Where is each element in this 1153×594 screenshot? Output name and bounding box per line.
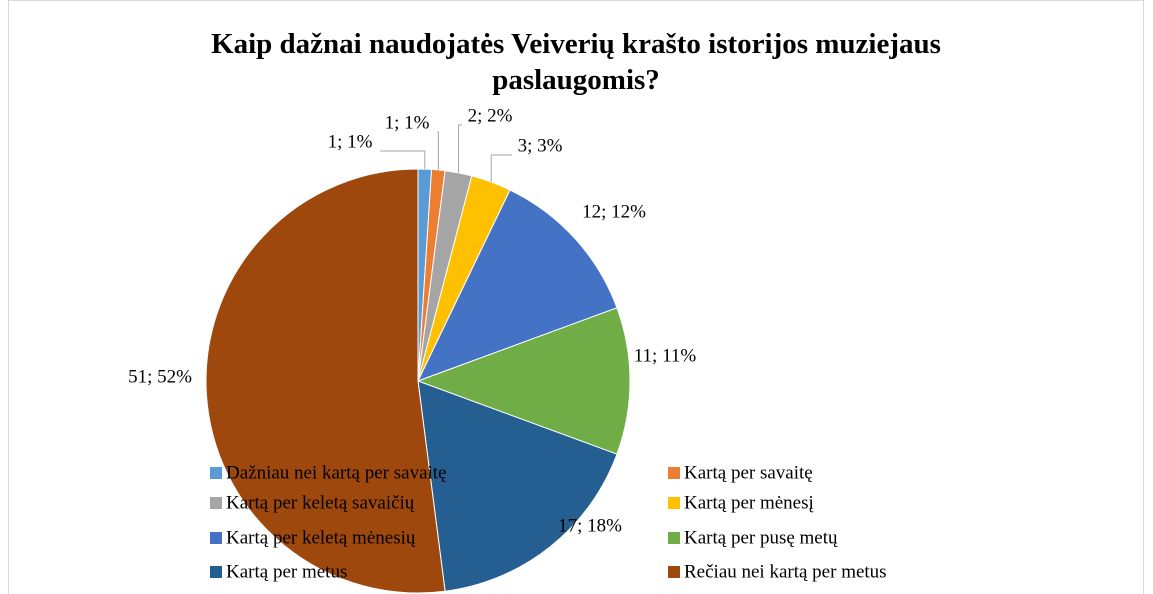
legend-swatch <box>210 566 222 578</box>
data-label: 12; 12% <box>582 201 646 222</box>
legend-swatch <box>668 497 680 509</box>
legend-swatch <box>210 532 222 544</box>
legend-swatch <box>668 566 680 578</box>
legend-label: Kartą per metus <box>226 561 347 582</box>
pie-slice <box>416 307 631 455</box>
legend-label: Kartą per savaitę <box>684 462 813 483</box>
legend-label: Kartą per keletą savaičių <box>226 492 415 513</box>
legend-label: Dažniau nei kartą per savaitę <box>226 462 447 483</box>
data-label: 11; 11% <box>634 345 697 366</box>
legend-label: Kartą per keletą mėnesių <box>226 527 416 548</box>
legend-swatch <box>668 532 680 544</box>
pie-slice <box>417 380 618 592</box>
pie-slice <box>417 189 618 382</box>
leader-line <box>458 124 462 173</box>
data-label: 51; 52% <box>128 366 192 387</box>
chart-frame <box>8 0 1144 594</box>
legend-label: Kartą per mėnesį <box>684 492 814 513</box>
legend-swatch <box>668 467 680 479</box>
data-label: 1; 1% <box>385 112 430 133</box>
data-label: 3; 3% <box>518 135 563 156</box>
legend-label: Rečiau nei kartą per metus <box>684 561 887 582</box>
data-label: 1; 1% <box>328 131 373 152</box>
legend-swatch <box>210 497 222 509</box>
pie-slice <box>205 168 446 594</box>
leader-line <box>380 150 426 170</box>
legend-label: Kartą per pusę metų <box>684 527 838 548</box>
data-label: 17; 18% <box>558 515 622 536</box>
chart-title: Kaip dažnai naudojatės Veiverių krašto i… <box>211 28 941 96</box>
data-label: 2; 2% <box>468 105 513 126</box>
leader-line <box>437 131 439 170</box>
legend-swatch <box>210 467 222 479</box>
leader-line <box>490 154 512 183</box>
